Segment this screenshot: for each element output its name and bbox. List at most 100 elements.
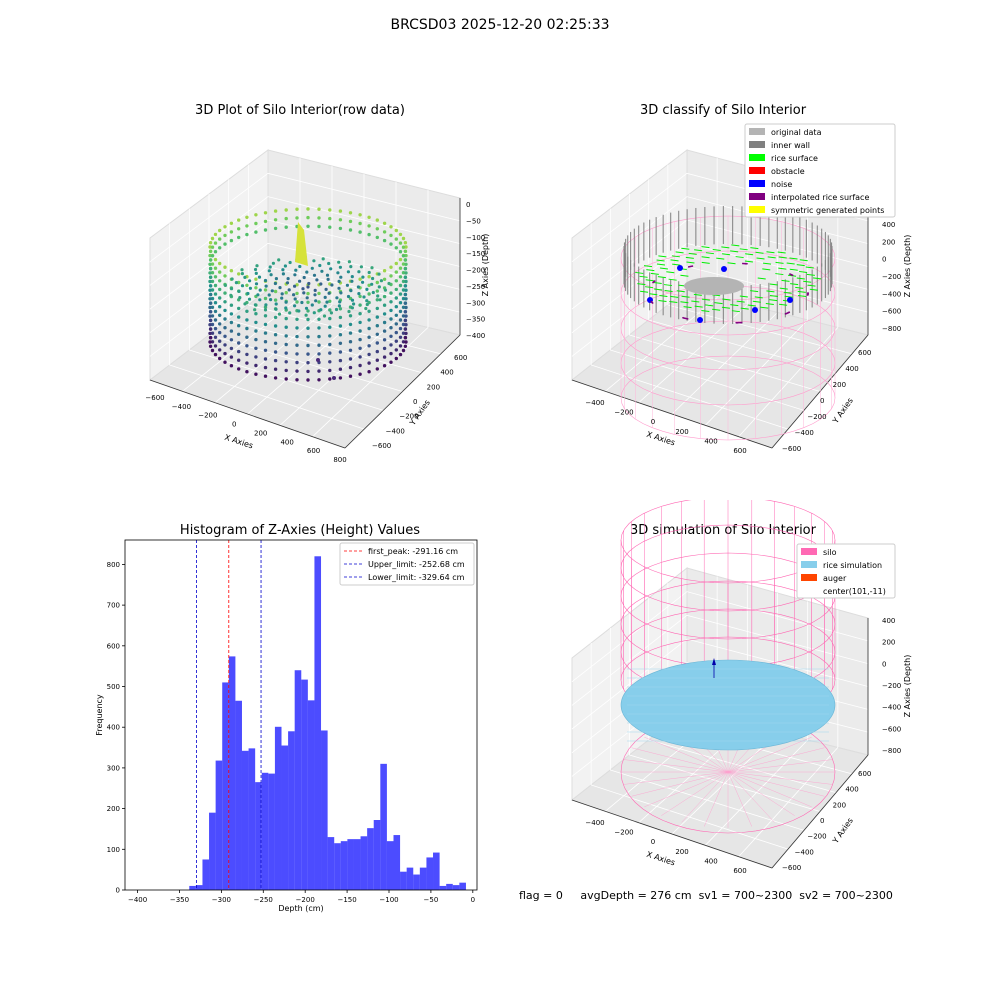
raw-data-point bbox=[273, 341, 278, 345]
raw-data-point bbox=[348, 340, 353, 344]
histogram-bar bbox=[307, 700, 315, 890]
raw-data-point bbox=[317, 291, 321, 296]
raw-data-point bbox=[378, 298, 382, 302]
raw-data-point bbox=[208, 340, 212, 344]
raw-data-point bbox=[208, 284, 213, 288]
histogram-x-tick-label: −400 bbox=[128, 896, 147, 904]
raw-x-tick: 600 bbox=[307, 447, 320, 455]
classify-rice-surface-point bbox=[694, 249, 703, 252]
raw-data-point bbox=[335, 296, 339, 300]
classify-rice-surface-point bbox=[790, 283, 799, 286]
raw-data-point bbox=[389, 317, 393, 321]
raw-data-point bbox=[401, 288, 406, 292]
raw-data-point bbox=[298, 279, 302, 283]
classify-rice-surface-point bbox=[680, 301, 689, 304]
classify-y-tick: 600 bbox=[858, 349, 871, 357]
raw-data-point bbox=[237, 272, 241, 276]
raw-data-point bbox=[375, 298, 379, 302]
raw-data-point bbox=[306, 343, 310, 348]
raw-data-point bbox=[389, 265, 393, 269]
raw-data-point bbox=[346, 294, 351, 299]
classify-interpolated-point bbox=[744, 262, 747, 265]
simulation-z-tick: 0 bbox=[882, 660, 886, 668]
classify-rice-surface-point bbox=[701, 256, 710, 259]
raw-data-point bbox=[404, 305, 408, 310]
raw-data-point bbox=[328, 351, 332, 355]
raw-data-point bbox=[312, 259, 316, 263]
histogram-bar bbox=[248, 748, 256, 890]
raw-data-point bbox=[254, 213, 258, 217]
raw-data-point bbox=[338, 265, 342, 269]
raw-data-point bbox=[382, 269, 387, 273]
histogram-x-tick-label: −150 bbox=[337, 896, 356, 904]
raw-data-point bbox=[295, 369, 299, 373]
raw-data-point bbox=[306, 326, 310, 330]
classify-rice-surface-point bbox=[680, 274, 689, 277]
raw-x-tick: 200 bbox=[254, 429, 267, 437]
simulation-y-tick: −400 bbox=[795, 848, 814, 856]
raw-plot-title: 3D Plot of Silo Interior(row data) bbox=[195, 103, 405, 118]
classify-rice-surface-point bbox=[663, 284, 673, 287]
raw-data-point bbox=[347, 309, 351, 314]
sv1-text: sv1 = 700~2300 bbox=[698, 889, 793, 902]
raw-data-point bbox=[305, 270, 309, 274]
raw-data-point bbox=[263, 340, 268, 344]
raw-data-point bbox=[348, 322, 353, 327]
raw-data-point bbox=[237, 235, 241, 240]
raw-data-point bbox=[256, 293, 260, 297]
raw-data-point bbox=[382, 277, 387, 281]
raw-data-point bbox=[302, 291, 306, 295]
raw-data-point bbox=[240, 272, 244, 276]
simulation-x-tick: 0 bbox=[651, 838, 655, 846]
histogram-legend-label: Upper_limit: -252.68 cm bbox=[368, 560, 465, 569]
classify-legend-box bbox=[744, 123, 896, 218]
raw-data-point bbox=[403, 275, 408, 279]
raw-data-point bbox=[208, 336, 213, 340]
raw-data-point bbox=[403, 292, 408, 297]
raw-data-point bbox=[379, 279, 383, 283]
raw-data-point bbox=[304, 306, 309, 310]
classify-legend-swatch bbox=[749, 154, 765, 161]
raw-data-point bbox=[398, 301, 403, 305]
raw-data-point bbox=[338, 341, 343, 345]
classify-z-tick: −400 bbox=[882, 290, 901, 298]
raw-data-point bbox=[382, 346, 387, 351]
raw-data-point bbox=[229, 303, 234, 307]
raw-data-point bbox=[398, 241, 403, 245]
raw-data-point bbox=[382, 329, 387, 333]
raw-data-point bbox=[284, 377, 288, 381]
raw-data-point bbox=[375, 235, 379, 240]
simulation-silo-floor-spoke bbox=[631, 747, 729, 773]
raw-data-point bbox=[367, 318, 371, 322]
raw-data-point bbox=[284, 225, 288, 229]
raw-data-point bbox=[375, 227, 379, 231]
histogram-y-tick-label: 0 bbox=[116, 887, 120, 895]
classify-rice-surface-point bbox=[686, 261, 695, 264]
raw-data-point bbox=[213, 250, 218, 254]
raw-data-point bbox=[367, 270, 371, 275]
raw-data-point bbox=[245, 318, 249, 322]
simulation-silo-floor-spoke bbox=[727, 771, 795, 816]
raw-data-point bbox=[218, 339, 222, 343]
raw-data-point bbox=[213, 257, 218, 262]
raw-z-tick: −100 bbox=[466, 234, 485, 242]
raw-data-point bbox=[210, 314, 215, 318]
classify-legend-label: noise bbox=[771, 180, 792, 189]
histogram-y-tick-label: 100 bbox=[107, 846, 120, 854]
raw-data-point bbox=[254, 286, 258, 290]
simulation-z-tick: −600 bbox=[882, 725, 901, 733]
raw-x-tick: −200 bbox=[198, 412, 217, 420]
histogram-x-tick-label: −350 bbox=[170, 896, 189, 904]
raw-data-point bbox=[223, 317, 227, 321]
raw-data-point bbox=[245, 361, 249, 365]
raw-data-point bbox=[273, 315, 278, 320]
raw-x-label: X Axies bbox=[223, 433, 254, 451]
raw-data-point bbox=[394, 228, 398, 233]
raw-data-point bbox=[328, 308, 332, 312]
classify-rice-surface-point bbox=[653, 282, 662, 285]
classify-legend-swatch bbox=[749, 206, 765, 213]
classify-y-tick: 400 bbox=[845, 365, 858, 373]
raw-data-point bbox=[398, 275, 403, 279]
raw-data-point bbox=[394, 279, 398, 283]
classify-y-tick: 200 bbox=[833, 381, 846, 389]
